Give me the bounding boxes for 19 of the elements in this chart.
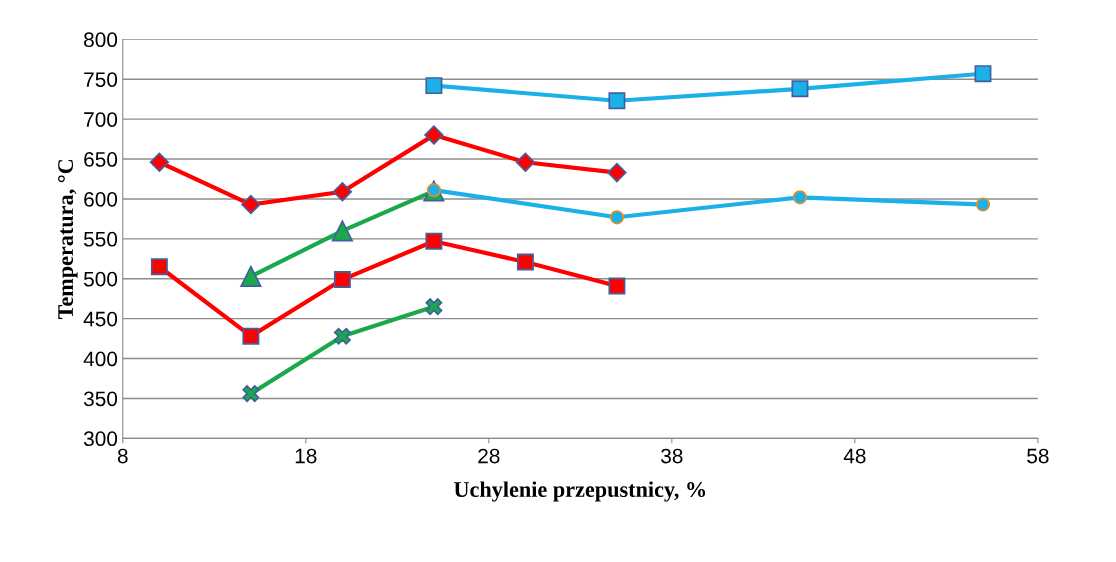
y-tick-label: 600: [84, 191, 118, 207]
y-tick-label: 350: [83, 391, 118, 407]
x-tick-label: 18: [295, 448, 317, 464]
y-tick-label: 750: [84, 72, 118, 87]
y-tick-label: 700: [84, 112, 118, 127]
y-axis-title: Temperatura, °C: [58, 159, 78, 320]
x-axis-title: Uchylenie przepustnicy, %: [454, 481, 706, 502]
y-tick-label: 450: [83, 311, 118, 327]
y-tick-label: 400: [83, 351, 118, 367]
x-tick-label: 28: [478, 448, 500, 464]
y-tick-label: 800: [84, 32, 118, 48]
x-tick-label: 48: [843, 448, 866, 464]
y-tick-label: 650: [84, 152, 118, 167]
x-tick-label: 8: [117, 448, 128, 464]
y-tick-label: 550: [83, 231, 118, 247]
x-tick-label: 58: [1027, 448, 1049, 464]
x-tick-label: 38: [661, 448, 683, 464]
y-tick-label: 500: [83, 271, 118, 287]
y-tick-label: 300: [83, 431, 118, 447]
